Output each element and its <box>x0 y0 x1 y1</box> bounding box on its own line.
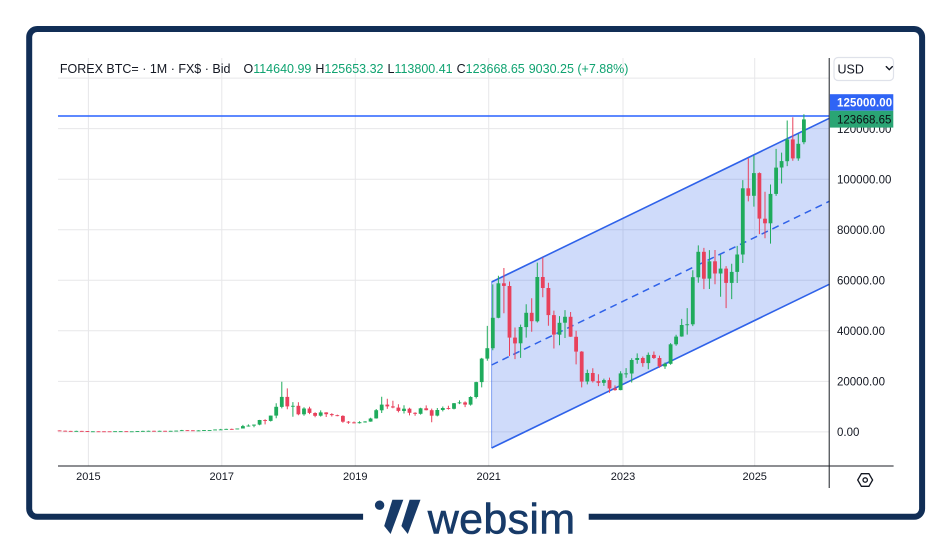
svg-text:USD: USD <box>838 62 864 76</box>
svg-text:2015: 2015 <box>76 471 100 483</box>
svg-text:100000.00: 100000.00 <box>837 174 891 186</box>
svg-text:20000.00: 20000.00 <box>837 377 885 389</box>
svg-text:2019: 2019 <box>343 471 367 483</box>
svg-text:125000.00: 125000.00 <box>837 97 892 109</box>
svg-text:60000.00: 60000.00 <box>837 276 885 288</box>
svg-text:40000.00: 40000.00 <box>837 326 885 338</box>
svg-text:80000.00: 80000.00 <box>837 225 885 237</box>
svg-text:2023: 2023 <box>611 471 635 483</box>
svg-text:websim: websim <box>427 496 576 544</box>
svg-text:2025: 2025 <box>742 471 766 483</box>
svg-text:2021: 2021 <box>476 471 500 483</box>
svg-text:2017: 2017 <box>210 471 234 483</box>
svg-text:123668.65: 123668.65 <box>837 114 891 126</box>
svg-text:0.00: 0.00 <box>837 427 859 439</box>
